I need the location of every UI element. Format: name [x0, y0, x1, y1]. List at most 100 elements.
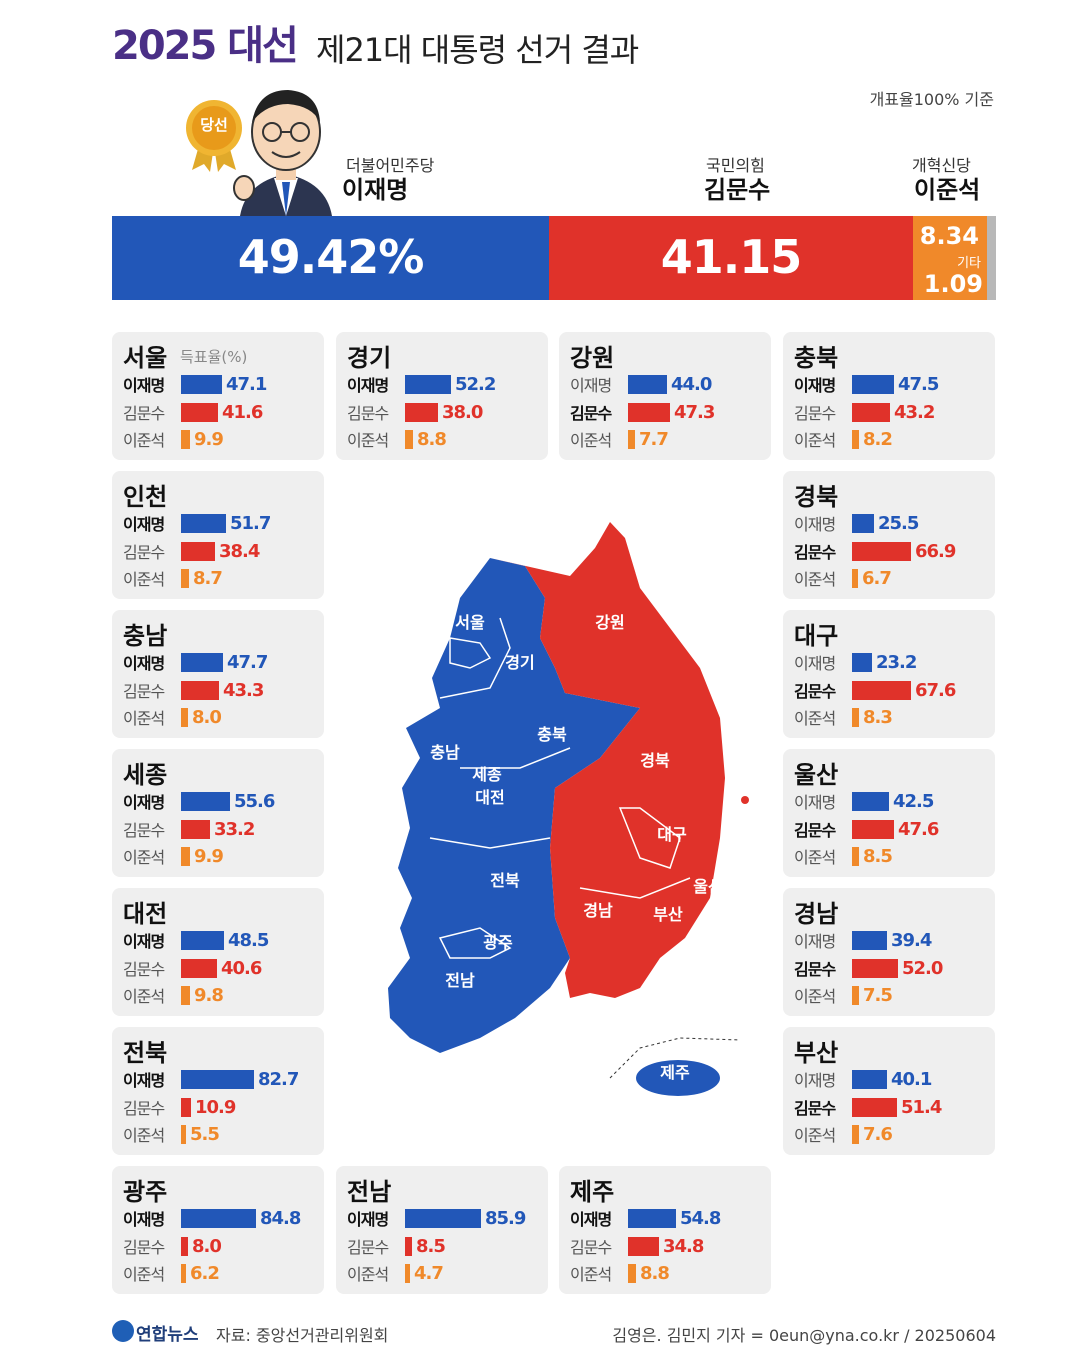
vote-share-bar — [181, 1124, 186, 1144]
candidate-row: 이재명 47.1 — [123, 372, 267, 396]
candidate-label: 이재명 — [794, 793, 836, 812]
vote-share-value: 47.5 — [898, 373, 939, 395]
vote-share-value: 40.1 — [891, 1068, 932, 1090]
candidate-label: 이준석 — [123, 570, 165, 589]
candidate-label: 김문수 — [794, 821, 836, 840]
candidate-label: 김문수 — [123, 543, 165, 562]
winner-portrait — [233, 90, 332, 216]
candidate-label: 이준석 — [570, 1265, 612, 1284]
candidate-row: 김문수 38.4 — [123, 539, 260, 563]
vote-share-value: 6.7 — [862, 567, 892, 589]
map-region-label: 충북 — [537, 725, 567, 744]
vote-share-value: 7.7 — [639, 428, 669, 450]
candidate-party-lee: 더불어민주당 — [346, 156, 435, 175]
region-name: 전북 — [123, 1039, 168, 1067]
vote-share-value: 47.3 — [674, 401, 715, 423]
region-name: 세종 — [123, 761, 168, 789]
candidate-row: 이재명 47.7 — [123, 650, 268, 674]
vote-share-bar — [181, 541, 215, 561]
vote-share-value: 7.5 — [863, 984, 893, 1006]
vote-share-value: 47.7 — [227, 651, 268, 673]
other-share-label: 기타 — [957, 256, 981, 271]
candidate-label: 이재명 — [123, 1071, 165, 1090]
vote-share-value: 40.6 — [221, 957, 262, 979]
vote-share-bar — [852, 707, 859, 727]
vote-share-unit-label: 득표율(%) — [180, 348, 248, 366]
vote-share-value: 66.9 — [915, 540, 956, 562]
vote-share-bar — [852, 1124, 859, 1144]
map-region-label: 대구 — [657, 825, 687, 844]
vote-share-value: 9.9 — [194, 428, 224, 450]
region-card: 강원 이재명 44.0 김문수 47.3 이준석 7.7 — [559, 332, 771, 460]
vote-share-bar — [405, 429, 413, 449]
vote-share-value: 8.8 — [417, 428, 447, 450]
candidate-name-lje: 이준석 — [914, 176, 981, 204]
kim-share-value: 41.15 — [660, 230, 803, 284]
lee-share-segment: 49.42% — [112, 216, 549, 300]
candidate-label: 김문수 — [794, 682, 836, 701]
vote-share-bar — [181, 791, 230, 811]
vote-share-bar — [852, 958, 898, 978]
map-region-label: 경기 — [505, 653, 534, 672]
region-card: 경기 이재명 52.2 김문수 38.0 이준석 8.8 — [336, 332, 548, 460]
region-card: 서울 득표율(%) 이재명 47.1 김문수 41.6 이준석 9.9 — [112, 332, 324, 460]
candidate-label: 이준석 — [123, 848, 165, 867]
vote-share-value: 52.2 — [455, 373, 496, 395]
candidate-label: 이재명 — [123, 654, 165, 673]
candidate-row: 이준석 7.6 — [794, 1122, 893, 1146]
map-region-label: 세종 — [472, 765, 502, 784]
candidate-label: 이준석 — [123, 431, 165, 450]
vote-share-bar — [852, 541, 911, 561]
vote-share-value: 10.9 — [195, 1096, 236, 1118]
vote-share-value: 8.3 — [863, 706, 893, 728]
region-card: 충북 이재명 47.5 김문수 43.2 이준석 8.2 — [783, 332, 995, 460]
candidate-row: 김문수 10.9 — [123, 1095, 236, 1119]
candidate-label: 김문수 — [794, 960, 836, 979]
candidate-row: 이재명 48.5 — [123, 928, 269, 952]
candidate-row: 김문수 40.6 — [123, 956, 262, 980]
vote-share-value: 51.4 — [901, 1096, 942, 1118]
vote-share-value: 41.6 — [222, 401, 263, 423]
candidate-label: 이준석 — [123, 709, 165, 728]
vote-share-bar — [852, 985, 859, 1005]
candidate-label: 김문수 — [347, 404, 389, 423]
candidate-row: 이재명 23.2 — [794, 650, 917, 674]
vote-share-bar — [181, 846, 190, 866]
candidate-party-lje: 개혁신당 — [912, 156, 971, 175]
map-region-label: 서울 — [455, 613, 485, 632]
candidate-row: 김문수 38.0 — [347, 400, 483, 424]
candidate-row: 김문수 66.9 — [794, 539, 956, 563]
map-east-region — [490, 522, 725, 998]
region-card: 부산 이재명 40.1 김문수 51.4 이준석 7.6 — [783, 1027, 995, 1155]
candidate-label: 이준석 — [123, 1126, 165, 1145]
region-card: 세종 이재명 55.6 김문수 33.2 이준석 9.9 — [112, 749, 324, 877]
candidate-label: 김문수 — [123, 404, 165, 423]
vote-share-bar — [852, 652, 872, 672]
candidate-row: 김문수 8.5 — [347, 1234, 446, 1258]
candidate-label: 이재명 — [794, 654, 836, 673]
vote-share-bar — [405, 1263, 410, 1283]
region-name: 부산 — [794, 1039, 839, 1067]
vote-share-bar — [181, 680, 219, 700]
candidate-label: 이준석 — [794, 987, 836, 1006]
candidate-label: 이준석 — [794, 570, 836, 589]
candidate-label: 이재명 — [570, 376, 612, 395]
vote-share-value: 67.6 — [915, 679, 956, 701]
vote-share-bar — [181, 985, 190, 1005]
vote-share-value: 9.8 — [194, 984, 224, 1006]
region-card: 충남 이재명 47.7 김문수 43.3 이준석 8.0 — [112, 610, 324, 738]
candidate-row: 이준석 8.2 — [794, 427, 893, 451]
candidate-label: 김문수 — [794, 404, 836, 423]
candidate-row: 이준석 4.7 — [347, 1261, 444, 1285]
candidate-label: 이재명 — [570, 1210, 612, 1229]
candidate-label: 김문수 — [123, 821, 165, 840]
national-result-bar: 49.42% 41.15 8.34 기타 1.09 — [112, 216, 996, 300]
footer-source: 자료: 중앙선거관리위원회 — [216, 1326, 389, 1345]
candidate-row: 이재명 55.6 — [123, 789, 275, 813]
region-name: 경기 — [347, 344, 392, 372]
vote-share-bar — [181, 707, 188, 727]
region-name: 광주 — [123, 1178, 168, 1206]
candidate-row: 김문수 34.8 — [570, 1234, 704, 1258]
vote-share-bar — [852, 1097, 897, 1117]
